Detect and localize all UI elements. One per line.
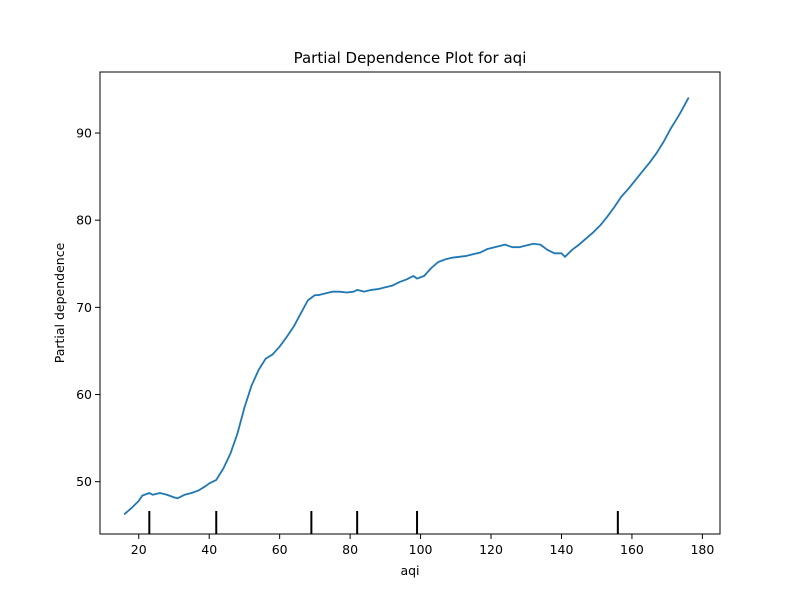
x-tick-label: 60 (272, 542, 288, 557)
x-tick-label: 40 (201, 542, 217, 557)
y-tick-label: 50 (76, 474, 92, 489)
x-tick-label: 180 (690, 542, 714, 557)
x-tick-label: 80 (342, 542, 358, 557)
x-tick-label: 100 (409, 542, 433, 557)
y-axis-label: Partial dependence (52, 242, 67, 363)
x-tick-label: 140 (550, 542, 574, 557)
plot-area (123, 97, 690, 534)
y-tick-label: 80 (76, 213, 92, 228)
x-tick-label: 160 (620, 542, 644, 557)
y-tick-label: 90 (76, 126, 92, 141)
chart-title: Partial Dependence Plot for aqi (294, 49, 527, 67)
x-tick-label: 20 (131, 542, 147, 557)
axes-frame (99, 71, 721, 535)
y-tick-label: 60 (76, 387, 92, 402)
x-tick-label: 120 (479, 542, 503, 557)
y-tick-label: 70 (76, 300, 92, 315)
partial-dependence-line (123, 97, 690, 515)
x-axis-label: aqi (400, 563, 419, 578)
